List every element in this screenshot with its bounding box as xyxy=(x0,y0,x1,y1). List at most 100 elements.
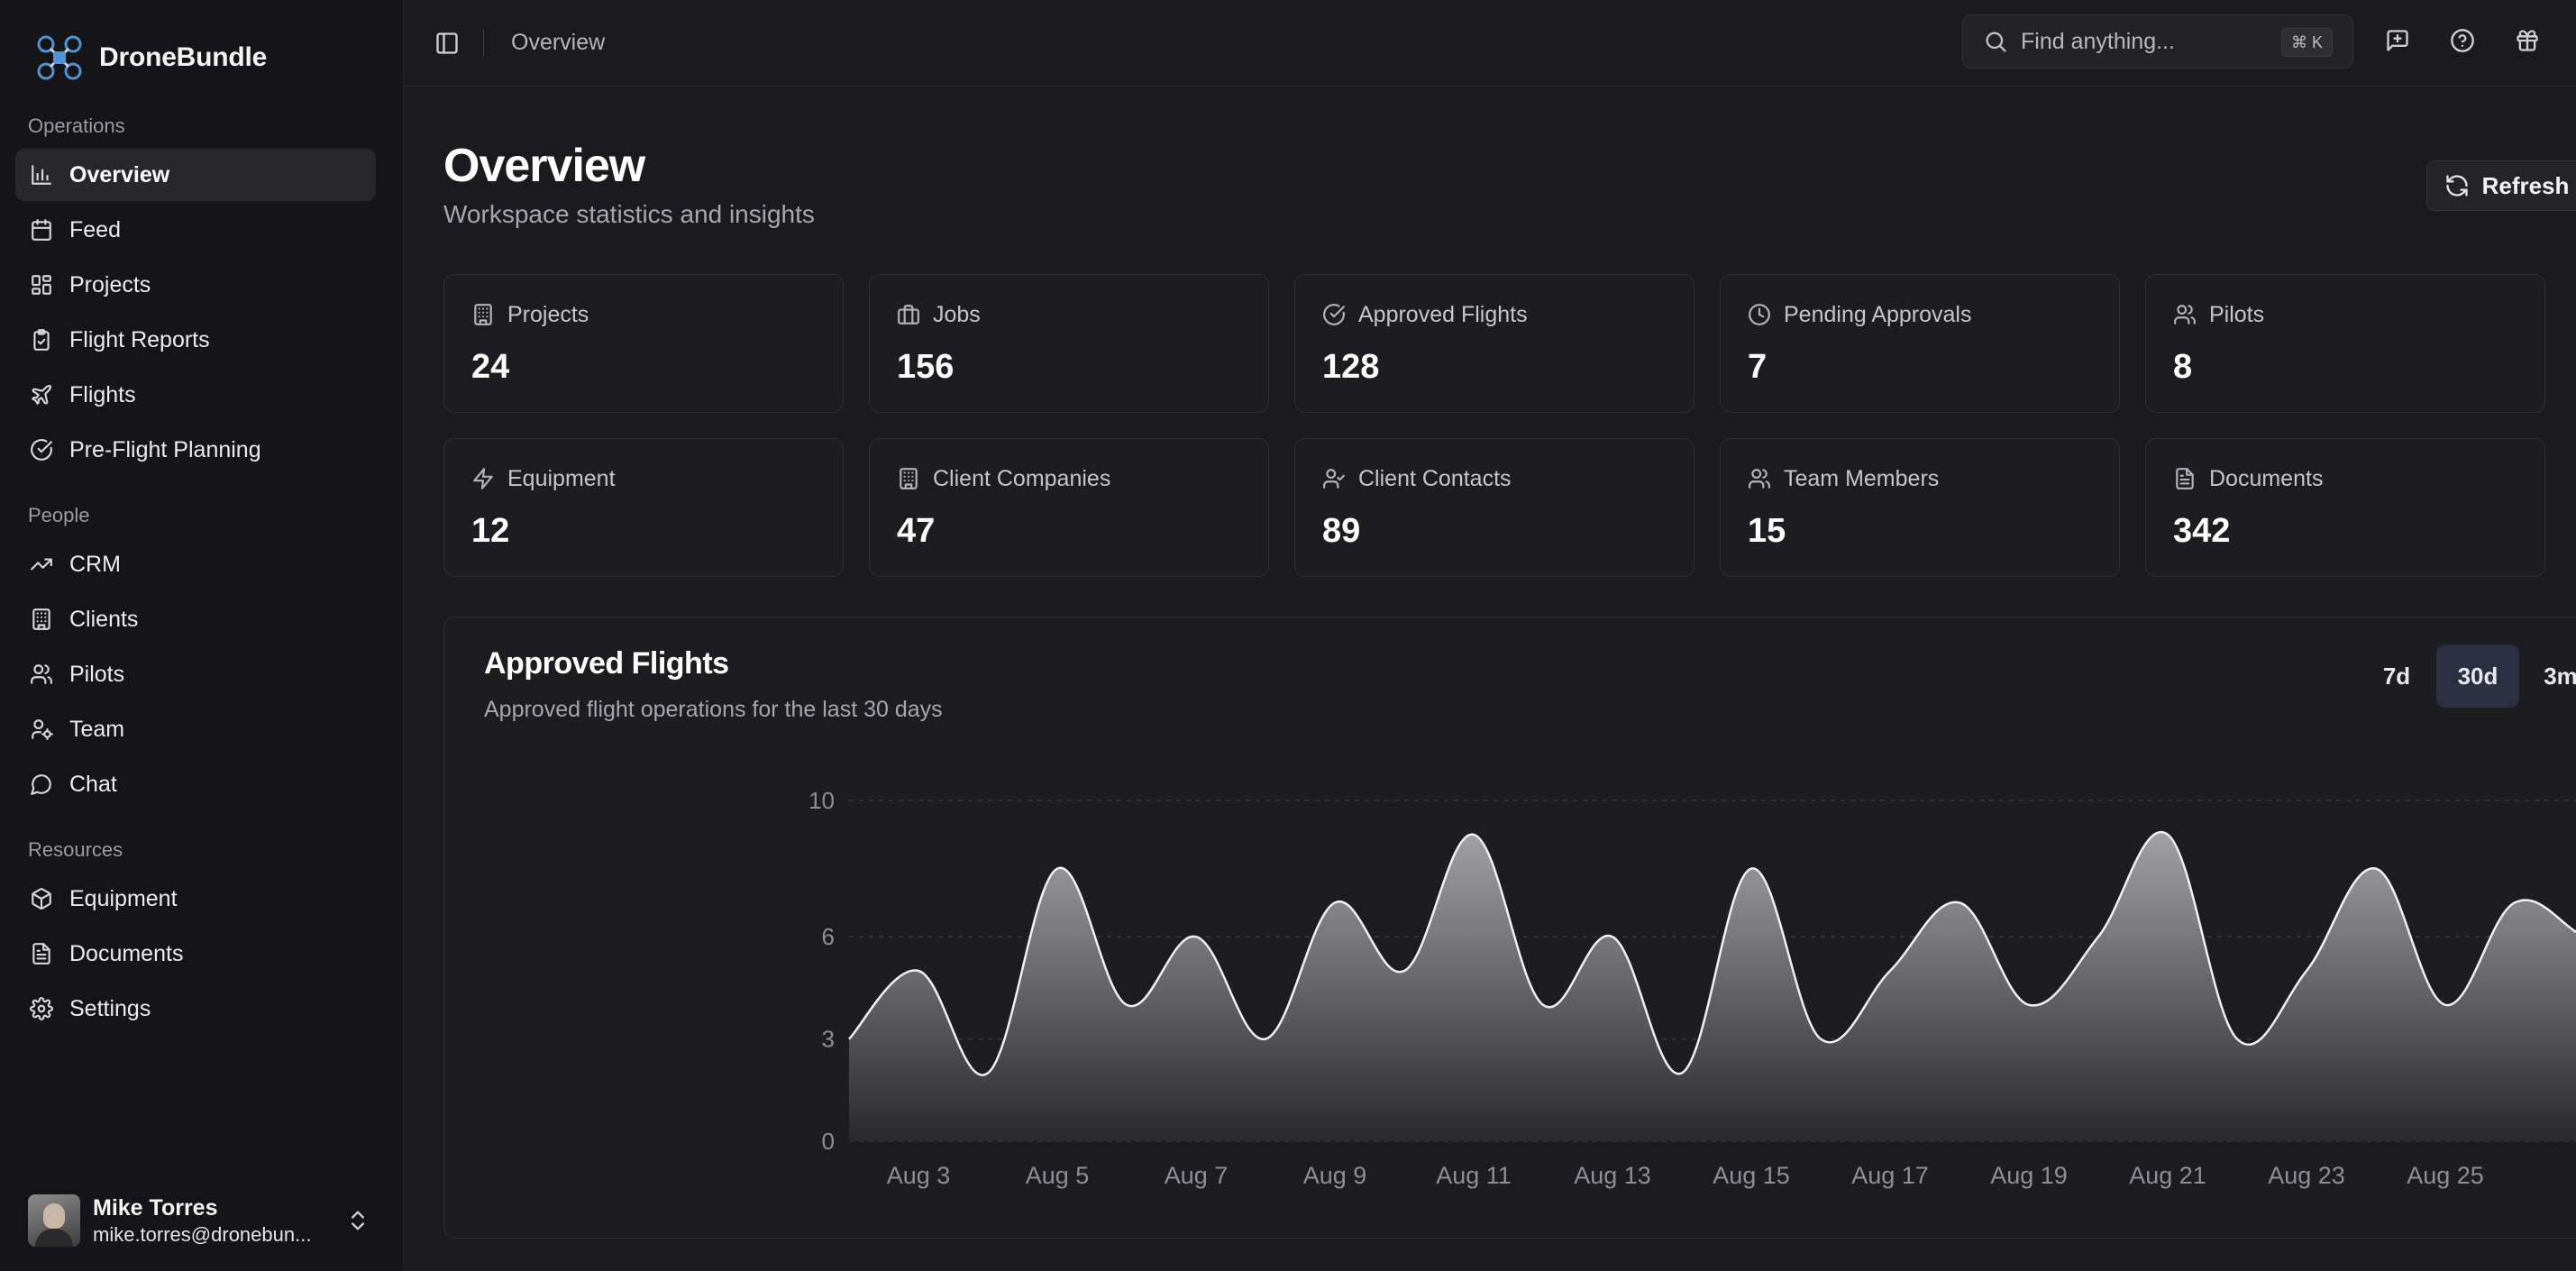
chevrons-up-down-icon xyxy=(345,1208,370,1233)
stat-label: Documents xyxy=(2209,466,2324,491)
range-7d-button[interactable]: 7d xyxy=(2382,662,2411,690)
x-tick-label: Aug 21 xyxy=(2129,1162,2206,1189)
drone-logo-icon xyxy=(34,32,85,83)
stat-card-jobs[interactable]: Jobs 156 xyxy=(869,274,1269,413)
file-text-icon xyxy=(28,940,55,967)
breadcrumb[interactable]: Overview xyxy=(511,30,606,55)
sidebar-item-flight-reports[interactable]: Flight Reports xyxy=(15,314,376,366)
y-tick-label: 10 xyxy=(808,787,835,814)
refresh-icon xyxy=(2444,173,2470,198)
sidebar-item-team[interactable]: Team xyxy=(15,703,376,755)
stat-value: 7 xyxy=(1748,348,1768,386)
stat-value: 24 xyxy=(471,348,510,386)
y-tick-label: 6 xyxy=(822,923,835,950)
stat-value: 342 xyxy=(2173,512,2231,550)
brand[interactable]: DroneBundle xyxy=(0,29,403,87)
sidebar-item-label: Projects xyxy=(69,271,151,297)
zap-icon xyxy=(471,467,497,492)
page-title: Overview xyxy=(443,140,645,192)
stat-card-pending-approvals[interactable]: Pending Approvals 7 xyxy=(1720,274,2120,413)
stat-card-projects[interactable]: Projects 24 xyxy=(443,274,844,413)
approved-flights-card: 0 3 6 10 Aug 3 Aug 5 Aug 7 Aug 9 Aug 11 Aug 13 Aug… xyxy=(443,617,2576,1239)
x-tick-label: Aug 11 xyxy=(1436,1162,1512,1189)
stat-label: Pilots xyxy=(2209,302,2265,327)
x-tick-label: Aug 13 xyxy=(1574,1162,1651,1189)
sidebar-item-equipment[interactable]: Equipment xyxy=(15,873,376,925)
refresh-button[interactable]: Refresh xyxy=(2426,160,2576,211)
range-30d-button[interactable]: 30d xyxy=(2436,645,2519,708)
page-subtitle: Workspace statistics and insights xyxy=(443,200,815,228)
stat-value: 15 xyxy=(1748,512,1786,550)
stat-value: 128 xyxy=(1322,348,1380,386)
help-icon[interactable] xyxy=(2447,25,2478,56)
sidebar-item-label: Flight Reports xyxy=(69,326,210,352)
sidebar: DroneBundle Operations Overview Feed Projec… xyxy=(0,0,404,1271)
user-name: Mike Torres xyxy=(93,1194,218,1221)
stat-value: 8 xyxy=(2173,348,2193,386)
stat-value: 47 xyxy=(897,512,936,550)
gift-icon[interactable] xyxy=(2512,25,2543,56)
x-tick-label: Aug 5 xyxy=(1026,1162,1090,1189)
series-line xyxy=(848,830,2576,1076)
area-chart: 0 3 6 10 Aug 3 Aug 5 Aug 7 Aug 9 Aug 11 Aug 13 Aug… xyxy=(808,787,2576,1189)
calendar-icon xyxy=(28,216,55,243)
x-tick-label: Aug 17 xyxy=(1851,1162,1929,1189)
search-input[interactable] xyxy=(2021,28,2273,55)
stat-card-approved-flights[interactable]: Approved Flights 128 xyxy=(1294,274,1694,413)
x-tick-label: Aug 19 xyxy=(1990,1162,2068,1189)
y-tick-label: 3 xyxy=(822,1026,835,1053)
stat-card-client-companies[interactable]: Client Companies 47 xyxy=(869,438,1269,577)
avatar xyxy=(28,1194,80,1247)
sidebar-item-flights[interactable]: Flights xyxy=(15,369,376,421)
stat-label: Approved Flights xyxy=(1358,302,1528,327)
sidebar-item-label: Documents xyxy=(69,940,184,966)
feedback-icon[interactable] xyxy=(2382,25,2413,56)
sidebar-item-clients[interactable]: Clients xyxy=(15,593,376,645)
check-circle-icon xyxy=(28,436,55,463)
stats-grid: Projects 24 Jobs 156 Approved Flights 128 Pend… xyxy=(443,274,2576,577)
user-check-icon xyxy=(1322,467,1347,492)
sidebar-item-pilots[interactable]: Pilots xyxy=(15,648,376,700)
search-icon xyxy=(1983,29,2008,54)
sidebar-item-label: Chat xyxy=(69,771,117,797)
stat-card-client-contacts[interactable]: Client Contacts 89 xyxy=(1294,438,1694,577)
box-icon xyxy=(28,885,55,912)
range-3m-button[interactable]: 3m xyxy=(2544,662,2576,690)
bar-chart-icon xyxy=(28,161,55,188)
stat-label: Equipment xyxy=(507,466,616,491)
file-text-icon xyxy=(2173,467,2198,492)
sidebar-toggle-icon[interactable] xyxy=(433,29,461,58)
building-icon xyxy=(471,303,497,328)
stat-label: Pending Approvals xyxy=(1784,302,1972,327)
stat-card-equipment[interactable]: Equipment 12 xyxy=(443,438,844,577)
stat-card-team-members[interactable]: Team Members 15 xyxy=(1720,438,2120,577)
check-circle-icon xyxy=(1322,303,1347,328)
stat-label: Jobs xyxy=(933,302,981,327)
x-tick-label: Aug 23 xyxy=(2268,1162,2345,1189)
sidebar-item-settings[interactable]: Settings xyxy=(15,983,376,1035)
brand-name: DroneBundle xyxy=(99,42,268,72)
x-tick-label: Aug 7 xyxy=(1165,1162,1229,1189)
sidebar-item-pre-flight-planning[interactable]: Pre-Flight Planning xyxy=(15,424,376,476)
user-menu[interactable]: Mike Torres mike.torres@dronebun... xyxy=(28,1192,370,1249)
sidebar-item-feed[interactable]: Feed xyxy=(15,204,376,256)
stat-card-pilots[interactable]: Pilots 8 xyxy=(2145,274,2545,413)
main-area: Overview ⌘ K Overview Workspace statisti… xyxy=(404,0,2576,1271)
search-box[interactable]: ⌘ K xyxy=(1962,14,2353,69)
stat-label: Projects xyxy=(507,302,589,327)
briefcase-icon xyxy=(897,303,922,328)
layout-grid-icon xyxy=(28,271,55,298)
sidebar-item-overview[interactable]: Overview xyxy=(15,149,376,201)
sidebar-item-crm[interactable]: CRM xyxy=(15,538,376,590)
sidebar-item-projects[interactable]: Projects xyxy=(15,259,376,311)
sidebar-item-label: Flights xyxy=(69,381,136,407)
sidebar-nav: Operations Overview Feed Projects Flight Rep… xyxy=(0,112,403,1035)
x-tick-label: Aug 3 xyxy=(887,1162,951,1189)
user-cog-icon xyxy=(28,716,55,743)
sidebar-item-documents[interactable]: Documents xyxy=(15,928,376,980)
stat-card-documents[interactable]: Documents 342 xyxy=(2145,438,2545,577)
users-icon xyxy=(28,661,55,688)
users-icon xyxy=(2173,303,2198,328)
sidebar-item-chat[interactable]: Chat xyxy=(15,758,376,810)
sidebar-item-label: CRM xyxy=(69,551,121,577)
